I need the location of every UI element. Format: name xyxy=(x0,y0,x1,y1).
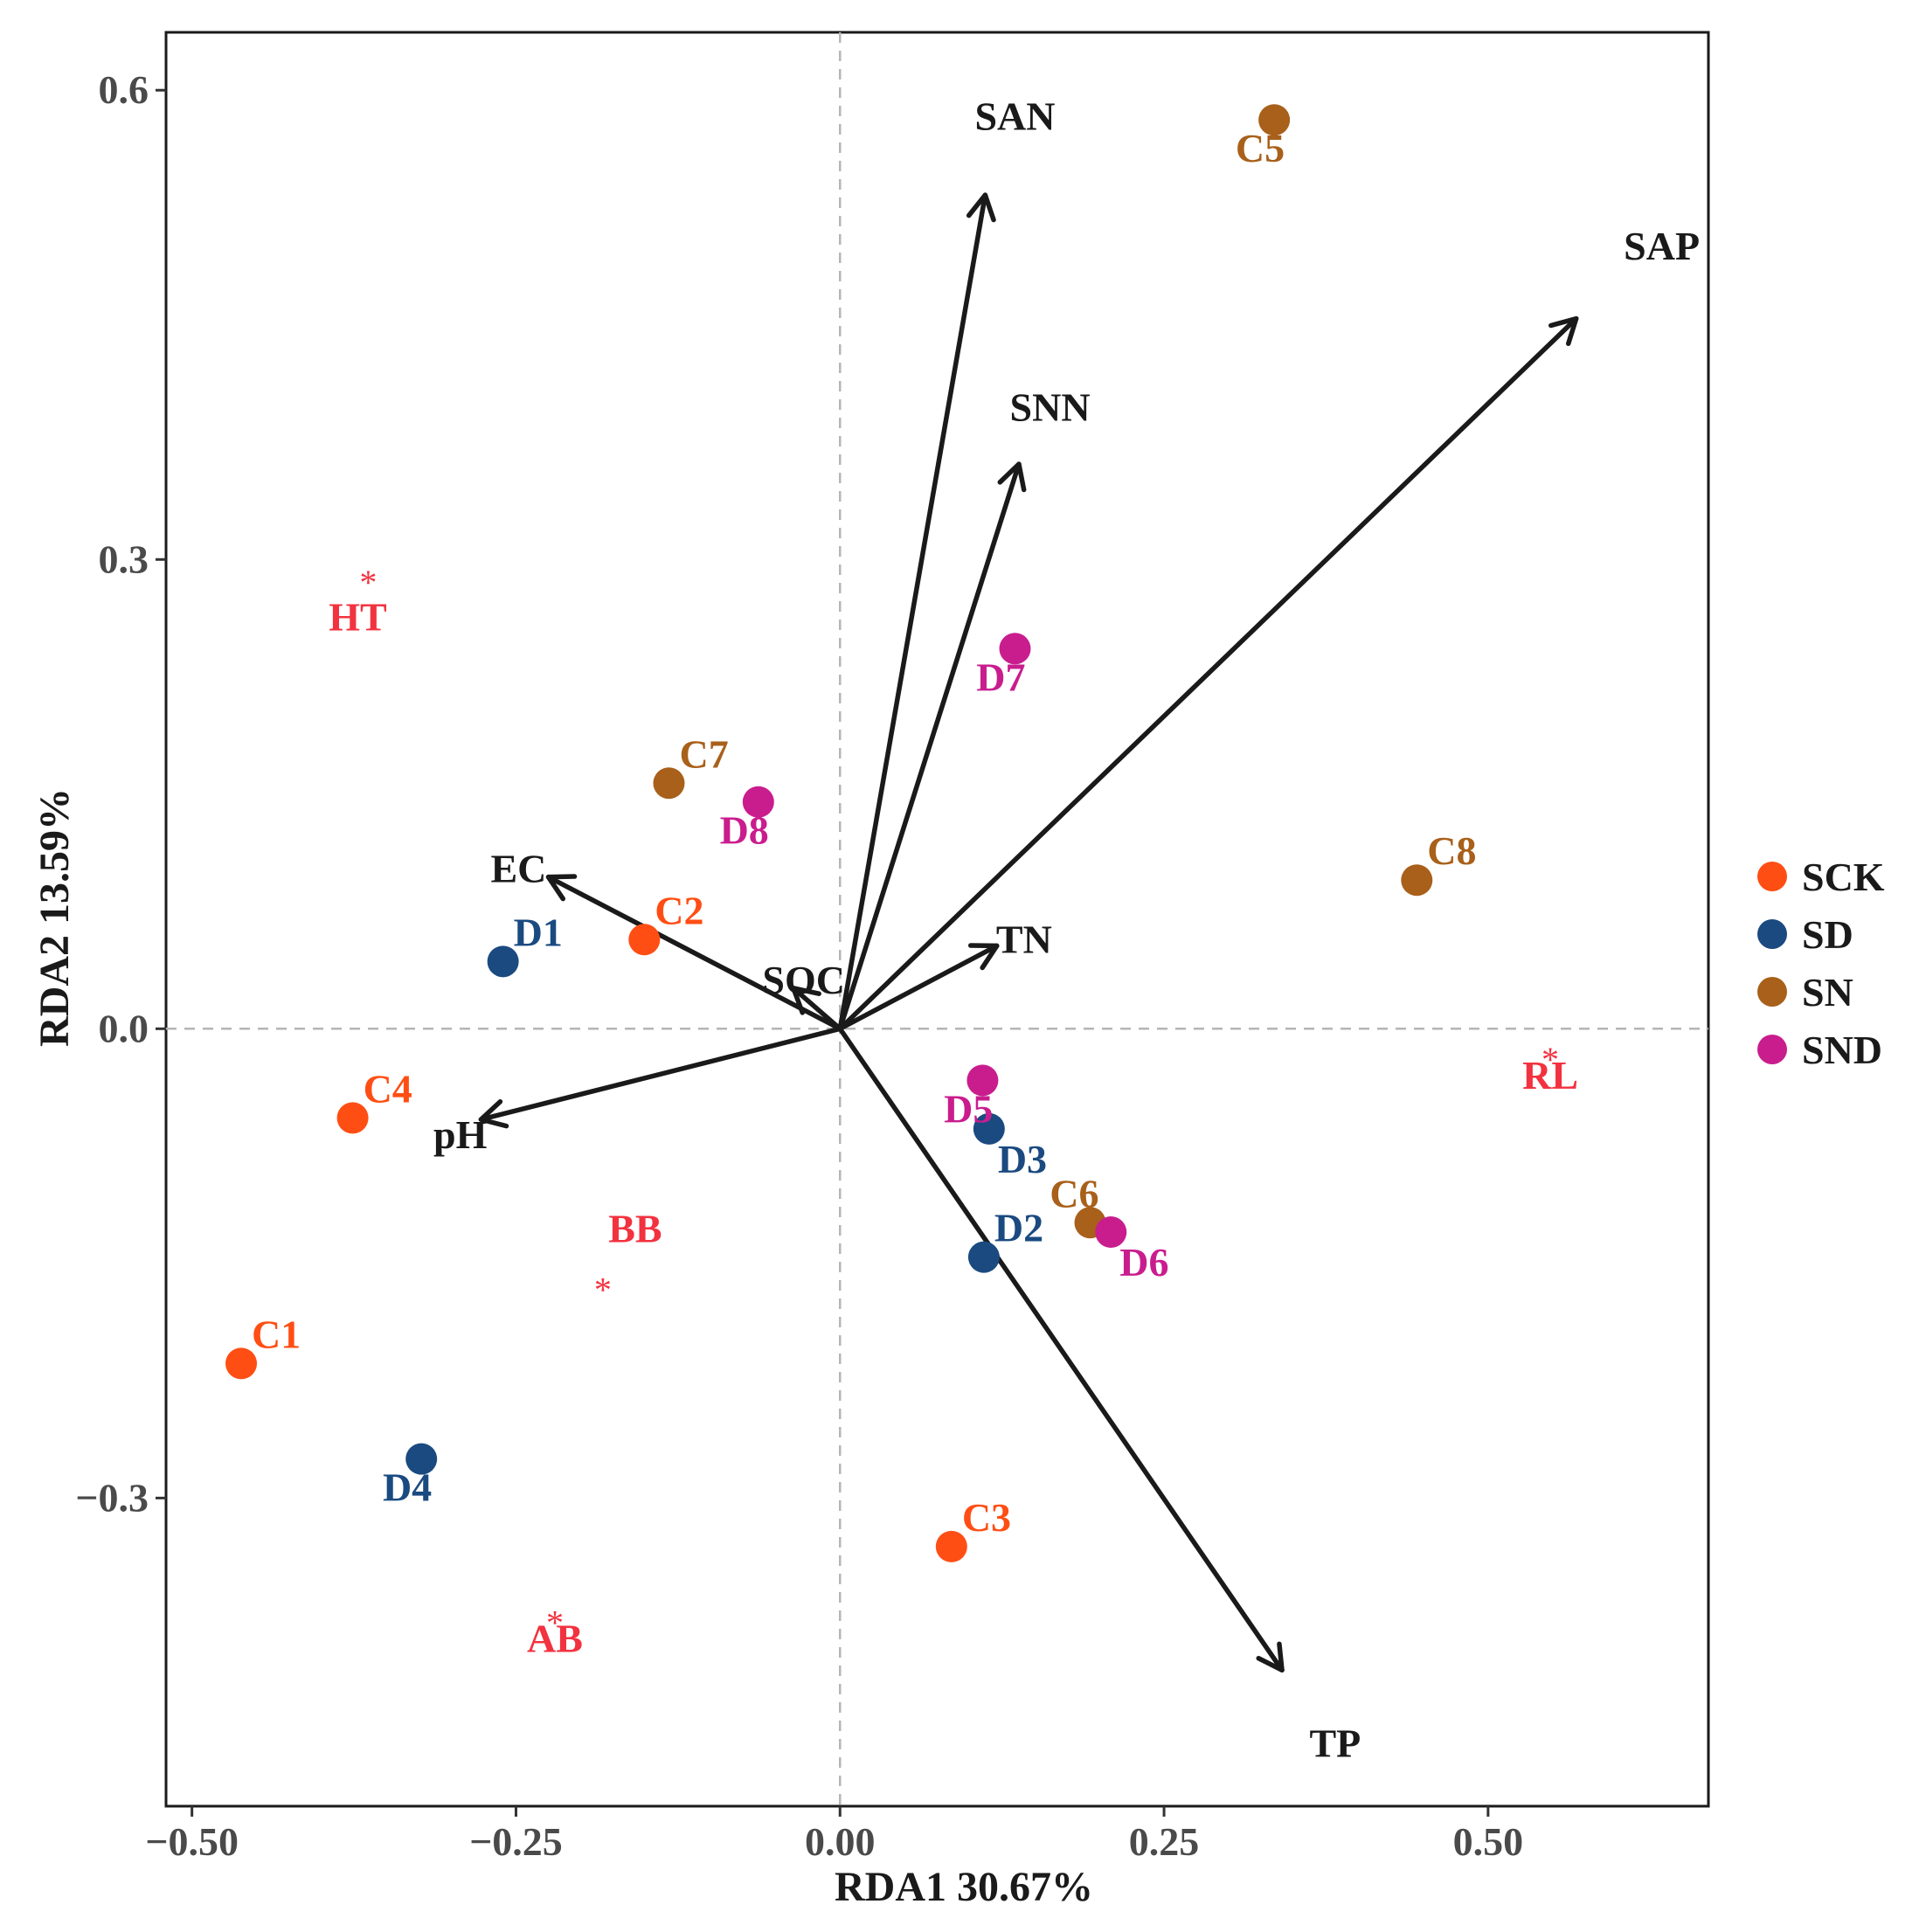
vector-label-tn: TN xyxy=(996,917,1052,961)
vector-arrow-tp xyxy=(837,1026,1285,1673)
vector-arrow-sap xyxy=(837,315,1579,1032)
sample-label-c1: C1 xyxy=(252,1312,301,1356)
sample-point-c7 xyxy=(653,767,685,800)
species-marker: * xyxy=(594,1270,612,1309)
legend-label-snd: SND xyxy=(1802,1028,1882,1072)
sample-point-d8 xyxy=(742,786,774,818)
x-tick-label: 0.00 xyxy=(805,1819,876,1864)
species-markers: *HT*BB*AB*RL xyxy=(329,563,1578,1660)
sample-point-c2 xyxy=(628,924,661,956)
y-tick-label: 0.0 xyxy=(99,1006,149,1050)
species-marker: * xyxy=(359,563,377,602)
legend-swatch-sck xyxy=(1757,862,1787,891)
x-tick-label: 0.25 xyxy=(1129,1819,1200,1864)
vector-label-san: SAN xyxy=(974,94,1055,139)
vector-arrowhead-ph xyxy=(478,1098,509,1129)
y-tick-label: 0.3 xyxy=(99,537,149,581)
sample-point-d1 xyxy=(487,945,519,978)
vector-arrowhead-snn xyxy=(997,461,1027,493)
vector-label-sap: SAP xyxy=(1624,224,1700,268)
sample-label-d6: D6 xyxy=(1119,1240,1168,1285)
sample-label-d1: D1 xyxy=(514,910,563,954)
vector-arrow-ph xyxy=(478,1026,843,1122)
sample-label-c3: C3 xyxy=(962,1495,1011,1540)
sample-label-d2: D2 xyxy=(994,1206,1043,1250)
x-axis-title: RDA1 30.67% xyxy=(835,1864,1093,1910)
vector-arrow-ec xyxy=(545,874,843,1032)
vector-label-tp: TP xyxy=(1309,1721,1361,1765)
species-label-ab: AB xyxy=(527,1616,583,1660)
legend-swatch-sd xyxy=(1757,919,1787,949)
reference-lines xyxy=(166,32,1708,1806)
y-tick-label: 0.6 xyxy=(99,67,149,112)
sample-point-c3 xyxy=(935,1530,967,1562)
x-tick-label: 0.50 xyxy=(1453,1819,1524,1864)
species-marker: * xyxy=(546,1603,564,1643)
vector-arrowhead-ec xyxy=(545,874,578,902)
sample-point-d2 xyxy=(967,1241,1000,1273)
x-tick-label: −0.25 xyxy=(469,1819,563,1864)
sample-label-d3: D3 xyxy=(998,1137,1047,1181)
sample-label-d4: D4 xyxy=(383,1465,432,1510)
sample-point-c5 xyxy=(1258,104,1291,136)
vector-arrowhead-tp xyxy=(1256,1641,1285,1673)
species-label-bb: BB xyxy=(608,1206,662,1250)
sample-point-c1 xyxy=(225,1347,258,1380)
species-label-ht: HT xyxy=(329,595,386,640)
vector-arrow-tn xyxy=(837,943,1000,1032)
sample-point-d3 xyxy=(973,1112,1005,1145)
sample-points: C1 C2 C3 C4 D1 D2 D3 D4 C5 C6 C7 C8 D5 D6 D7 D8 xyxy=(225,104,1477,1562)
plot-panel xyxy=(164,31,1710,1808)
vector-arrow-san xyxy=(837,192,988,1032)
sample-label-c2: C2 xyxy=(655,888,703,932)
sample-label-c6: C6 xyxy=(1050,1171,1098,1215)
sample-label-c7: C7 xyxy=(679,731,728,776)
sample-label-d5: D5 xyxy=(944,1086,993,1131)
sample-point-c4 xyxy=(336,1102,369,1134)
vector-arrowhead-sap xyxy=(1548,315,1579,346)
legend-swatch-snd xyxy=(1757,1035,1787,1064)
vector-label-ec: EC xyxy=(490,847,546,891)
legend-swatch-sn xyxy=(1757,977,1787,1007)
x-axis: −0.50 −0.25 0.00 0.25 0.50 xyxy=(145,1806,1523,1864)
legend-label-sck: SCK xyxy=(1802,855,1885,899)
sample-point-d4 xyxy=(405,1443,438,1475)
legend-label-sn: SN xyxy=(1802,970,1853,1014)
sample-label-c8: C8 xyxy=(1427,828,1476,873)
y-tick-label: −0.3 xyxy=(75,1475,149,1520)
species-marker: * xyxy=(1541,1040,1559,1079)
legend: SCK SD SN SND xyxy=(1757,855,1885,1072)
vector-arrowhead-tn xyxy=(967,943,1000,971)
x-tick-label: −0.50 xyxy=(145,1819,239,1864)
sample-point-d7 xyxy=(999,633,1031,665)
vector-arrowhead-soc xyxy=(791,986,821,1015)
vector-label-ph: pH xyxy=(433,1112,488,1157)
sample-label-c4: C4 xyxy=(364,1066,412,1111)
sample-label-c5: C5 xyxy=(1236,126,1285,170)
vector-arrowhead-san xyxy=(966,192,996,223)
sample-point-c8 xyxy=(1401,864,1433,897)
y-axis-title: RDA2 13.59% xyxy=(31,788,78,1047)
species-label-rl: RL xyxy=(1522,1053,1578,1098)
vector-label-snn: SNN xyxy=(1010,385,1091,430)
vector-arrow-snn xyxy=(837,461,1022,1032)
sample-label-d7: D7 xyxy=(976,654,1025,699)
y-axis: 0.6 0.3 0.0 −0.3 xyxy=(75,67,166,1520)
sample-label-d8: D8 xyxy=(720,808,769,853)
sample-point-d5 xyxy=(966,1064,999,1097)
vector-arrow-soc xyxy=(791,986,843,1032)
legend-label-sd: SD xyxy=(1802,912,1853,957)
sample-point-d6 xyxy=(1095,1216,1127,1249)
